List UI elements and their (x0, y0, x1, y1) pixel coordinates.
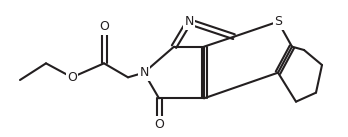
Text: N: N (139, 66, 149, 79)
Text: O: O (67, 71, 77, 84)
Text: N: N (184, 15, 194, 28)
Text: O: O (154, 118, 164, 131)
Text: O: O (99, 20, 109, 33)
Text: S: S (274, 15, 282, 28)
